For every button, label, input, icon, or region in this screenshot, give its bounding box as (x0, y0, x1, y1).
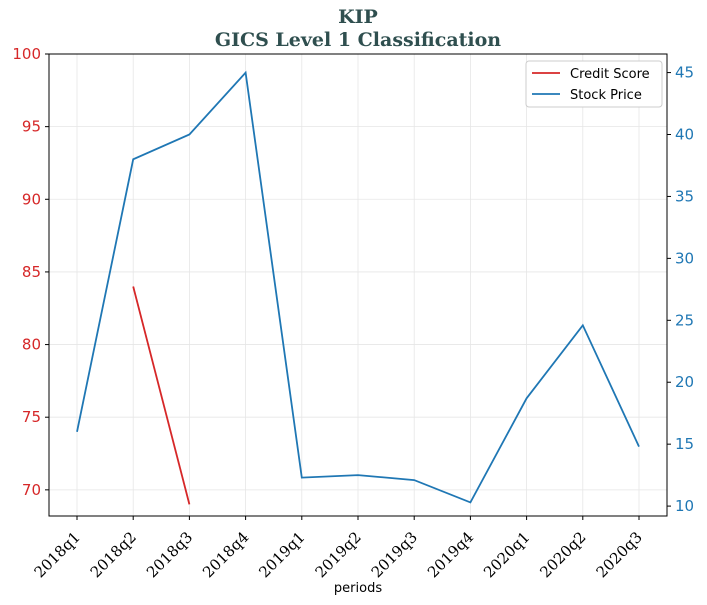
series-layer (76, 70, 640, 505)
left-axis: 70 75 80 85 90 95 100 (12, 45, 49, 499)
chart-subtitle: GICS Level 1 Classification (215, 29, 501, 51)
right-tick-label: 40 (675, 126, 694, 144)
x-tick-label: 2020q2 (536, 528, 589, 581)
series-line-credit-score (132, 286, 191, 505)
legend-label: Credit Score (570, 67, 650, 82)
legend-label: Stock Price (570, 88, 642, 103)
x-tick-label: 2020q1 (480, 528, 533, 581)
x-tick-label: 2018q2 (87, 528, 140, 581)
right-axis: 10 15 20 25 30 35 40 45 (667, 64, 694, 515)
left-tick-label: 90 (22, 190, 41, 208)
right-tick-label: 35 (675, 187, 694, 205)
x-tick-label: 2019q2 (312, 528, 365, 581)
series-line-stock-price (76, 70, 640, 504)
grid (49, 53, 667, 516)
right-tick-label: 20 (675, 373, 694, 391)
left-tick-label: 80 (22, 336, 41, 354)
right-tick-label: 25 (675, 311, 694, 329)
x-tick-label: 2018q4 (199, 528, 252, 581)
left-tick-label: 75 (22, 408, 41, 426)
x-axis: 2018q1 2018q2 2018q3 2018q4 2019q1 2019q2 2019… (31, 516, 646, 581)
x-tick-label: 2020q3 (593, 528, 646, 581)
x-tick-label: 2019q1 (255, 528, 308, 581)
x-tick-label: 2019q4 (424, 528, 477, 581)
right-tick-label: 15 (675, 435, 694, 453)
left-tick-label: 100 (12, 45, 41, 63)
right-tick-label: 30 (675, 249, 694, 267)
x-axis-label: periods (334, 581, 382, 596)
x-tick-label: 2019q3 (368, 528, 421, 581)
right-tick-label: 45 (675, 64, 694, 82)
right-tick-label: 10 (675, 497, 694, 515)
x-tick-label: 2018q1 (31, 528, 84, 581)
legend: Credit Score Stock Price (525, 60, 663, 108)
chart-title: KIP (338, 6, 378, 28)
left-tick-label: 85 (22, 263, 41, 281)
left-tick-label: 70 (22, 481, 41, 499)
x-tick-label: 2018q3 (143, 528, 196, 581)
left-tick-label: 95 (22, 118, 41, 136)
